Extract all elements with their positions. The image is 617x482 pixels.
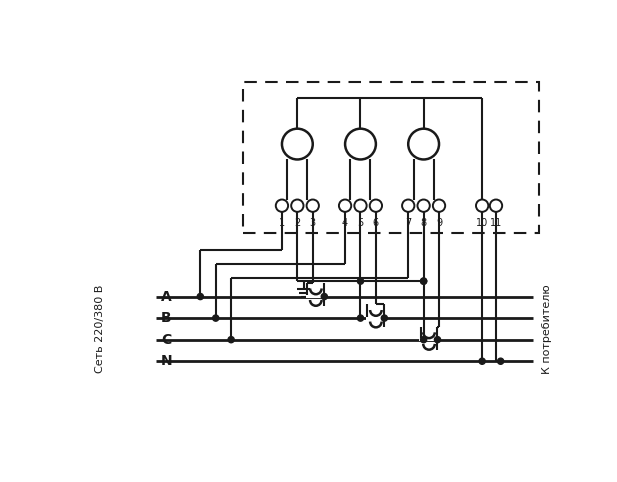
Circle shape	[321, 294, 328, 300]
Circle shape	[479, 358, 485, 364]
Bar	[242, 82, 539, 233]
Text: C: C	[161, 333, 172, 347]
Text: Сеть 220/380 В: Сеть 220/380 В	[95, 285, 106, 373]
Text: 2: 2	[294, 218, 300, 228]
Text: 1: 1	[279, 218, 285, 228]
Text: A: A	[161, 290, 172, 304]
Bar	[306, 295, 326, 298]
Text: N: N	[161, 354, 173, 368]
Circle shape	[421, 278, 427, 284]
Circle shape	[433, 200, 445, 212]
Circle shape	[357, 315, 363, 321]
Circle shape	[276, 200, 288, 212]
Circle shape	[354, 200, 366, 212]
Circle shape	[421, 336, 427, 343]
Text: 11: 11	[490, 218, 502, 228]
Circle shape	[213, 315, 219, 321]
Text: 4: 4	[342, 218, 348, 228]
Circle shape	[228, 336, 234, 343]
Circle shape	[370, 200, 382, 212]
Circle shape	[291, 200, 304, 212]
Circle shape	[402, 200, 415, 212]
Text: 8: 8	[421, 218, 427, 228]
Circle shape	[421, 278, 427, 284]
Text: 6: 6	[373, 218, 379, 228]
Circle shape	[197, 294, 204, 300]
Circle shape	[434, 336, 441, 343]
Text: 7: 7	[405, 218, 412, 228]
Text: 9: 9	[436, 218, 442, 228]
Circle shape	[418, 200, 430, 212]
Text: 10: 10	[476, 218, 488, 228]
Circle shape	[490, 200, 502, 212]
Text: 5: 5	[357, 218, 363, 228]
Bar	[366, 317, 386, 320]
Circle shape	[497, 358, 503, 364]
Text: 3: 3	[310, 218, 316, 228]
Circle shape	[339, 200, 351, 212]
Bar	[419, 338, 439, 341]
Circle shape	[357, 278, 363, 284]
Circle shape	[345, 129, 376, 160]
Circle shape	[408, 129, 439, 160]
Circle shape	[307, 200, 319, 212]
Text: К потребителю: К потребителю	[542, 284, 552, 374]
Circle shape	[381, 315, 387, 321]
Circle shape	[476, 200, 488, 212]
Circle shape	[282, 129, 313, 160]
Text: B: B	[161, 311, 172, 325]
